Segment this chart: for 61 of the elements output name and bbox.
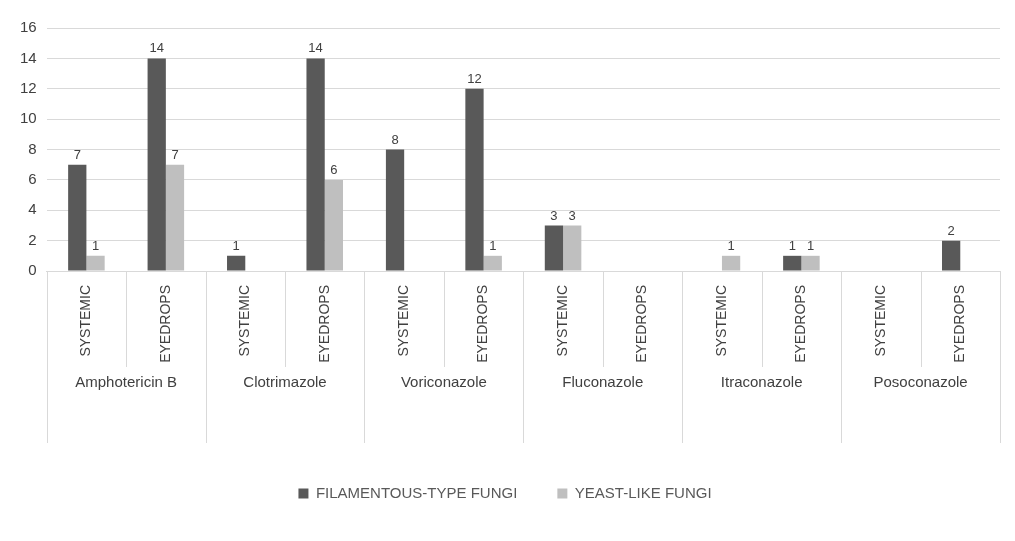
- data-label: 2: [947, 222, 955, 238]
- bar: [385, 149, 405, 271]
- text: Fluconazole: [562, 372, 644, 390]
- data-label: 3: [568, 207, 576, 223]
- data-label: 1: [806, 237, 815, 253]
- data-label: 12: [467, 70, 482, 86]
- text: Voriconazole: [400, 372, 487, 390]
- y-tick-label: 6: [28, 170, 37, 188]
- bar: [801, 255, 820, 271]
- y-tick-label: 14: [20, 48, 37, 66]
- y-tick-label: 12: [20, 78, 37, 96]
- text: Amphotericin B: [75, 372, 177, 390]
- bar: [86, 255, 105, 271]
- text: Posoconazole: [873, 372, 968, 390]
- y-tick-label: 8: [28, 139, 37, 157]
- x-tick-label: SYSTEMIC: [236, 285, 253, 357]
- y-tick-label: 2: [28, 230, 37, 248]
- bar: [165, 164, 185, 271]
- x-tick-label: EYEDROPS: [474, 285, 491, 363]
- legend-label: YEAST-LIKE FUNGI: [574, 483, 712, 501]
- data-label: 7: [73, 146, 81, 162]
- x-tick-label: EYEDROPS: [633, 285, 650, 363]
- bar: [306, 58, 325, 271]
- x-tick-label: SYSTEMIC: [712, 285, 729, 357]
- data-label: 1: [489, 237, 497, 253]
- y-tick-label: 16: [20, 18, 37, 36]
- bar: [721, 255, 741, 271]
- data-label: 1: [91, 237, 100, 253]
- data-label: 14: [149, 40, 164, 56]
- data-label: 14: [308, 40, 323, 56]
- y-tick-label: 4: [28, 200, 37, 218]
- bar: [465, 88, 484, 271]
- text: Clotrimazole: [243, 372, 327, 390]
- x-tick-label: EYEDROPS: [792, 285, 809, 363]
- x-tick-label: SYSTEMIC: [77, 285, 94, 357]
- bar: [783, 255, 802, 271]
- bar: [563, 225, 582, 271]
- data-label: 1: [727, 237, 735, 253]
- bar: [147, 58, 166, 271]
- x-tick-label: SYSTEMIC: [553, 285, 570, 357]
- data-label: 1: [232, 237, 240, 253]
- text: Itraconazole: [720, 372, 803, 390]
- bar: [544, 225, 564, 271]
- y-tick-label: 0: [28, 261, 37, 279]
- x-tick-label: EYEDROPS: [156, 285, 173, 363]
- x-tick-label: EYEDROPS: [951, 285, 968, 363]
- bar: [942, 240, 961, 271]
- bar: [483, 255, 502, 271]
- x-tick-label: SYSTEMIC: [871, 285, 888, 357]
- bar: [324, 179, 344, 271]
- bar: [227, 255, 246, 271]
- y-tick-label: 10: [20, 109, 37, 127]
- x-tick-label: EYEDROPS: [315, 285, 332, 363]
- data-label: 8: [391, 131, 399, 147]
- bar: [68, 164, 87, 271]
- data-label: 7: [171, 146, 179, 162]
- x-tick-label: SYSTEMIC: [395, 285, 412, 357]
- data-label: 1: [788, 237, 796, 253]
- data-label: 3: [550, 207, 558, 223]
- data-label: 6: [330, 161, 338, 177]
- legend-label: FILAMENTOUS-TYPE FUNGI: [315, 483, 518, 501]
